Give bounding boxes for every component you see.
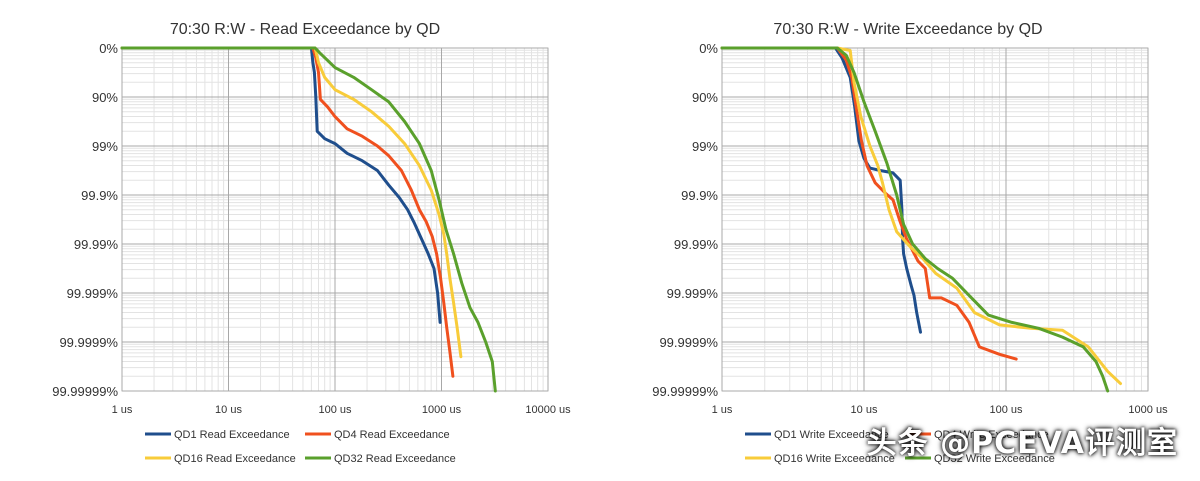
chart-1: 70:30 R:W - Read Exceedance by QD 0% 90% 99… (52, 21, 571, 465)
x-tick-label: 100 us (989, 404, 1023, 416)
x-tick-label: 1000 us (1128, 404, 1168, 416)
y-tick-label: 99.99% (674, 237, 719, 252)
series-line (720, 46, 922, 334)
legend-label: QD4 Write Exceedance (934, 429, 1049, 441)
y-tick-label: 99.9% (681, 188, 718, 203)
y-tick-label: 99.99999% (652, 384, 718, 399)
chart-2: 70:30 R:W - Write Exceedance by QD 0% 90% 9… (652, 21, 1168, 465)
y-tick-label: 99.9% (81, 188, 118, 203)
y-tick-label: 99% (692, 139, 718, 154)
x-tick-label: 1 us (712, 404, 733, 416)
x-tick-label: 10 us (851, 404, 878, 416)
legend-label: QD4 Read Exceedance (334, 429, 450, 441)
chart-title: 70:30 R:W - Read Exceedance by QD (170, 21, 440, 38)
x-tick-label: 10 us (215, 404, 242, 416)
legend-label: QD16 Write Exceedance (774, 453, 895, 465)
y-tick-label: 99.999% (67, 286, 119, 301)
y-tick-label: 99.99999% (52, 384, 118, 399)
series-line (120, 46, 497, 393)
y-tick-label: 90% (692, 90, 718, 105)
legend-label: QD1 Write Exceedance (774, 429, 889, 441)
series-line (720, 46, 1110, 393)
y-tick-label: 99.9999% (59, 335, 118, 350)
watermark-text: 头条 @PCEVA评测室 (866, 426, 1178, 461)
y-tick-label: 99.9999% (659, 335, 718, 350)
x-tick-label: 1 us (112, 404, 133, 416)
series-line (120, 46, 455, 378)
legend-label: QD32 Read Exceedance (334, 453, 456, 465)
legend-label: QD1 Read Exceedance (174, 429, 290, 441)
y-tick-label: 0% (99, 41, 118, 56)
x-tick-label: 1000 us (422, 404, 462, 416)
y-tick-label: 90% (92, 90, 118, 105)
series-line (720, 46, 1122, 386)
y-tick-label: 99% (92, 139, 118, 154)
x-tick-label: 10000 us (525, 404, 571, 416)
series-line (720, 46, 1018, 361)
legend-label: QD16 Read Exceedance (174, 453, 296, 465)
y-tick-label: 0% (699, 41, 718, 56)
series-line (120, 46, 463, 359)
y-tick-label: 99.99% (74, 237, 119, 252)
series-line (120, 46, 442, 324)
x-tick-label: 100 us (318, 404, 352, 416)
y-tick-label: 99.999% (667, 286, 719, 301)
legend-label: QD32 Write Exceedance (934, 453, 1055, 465)
chart-title: 70:30 R:W - Write Exceedance by QD (773, 21, 1042, 38)
